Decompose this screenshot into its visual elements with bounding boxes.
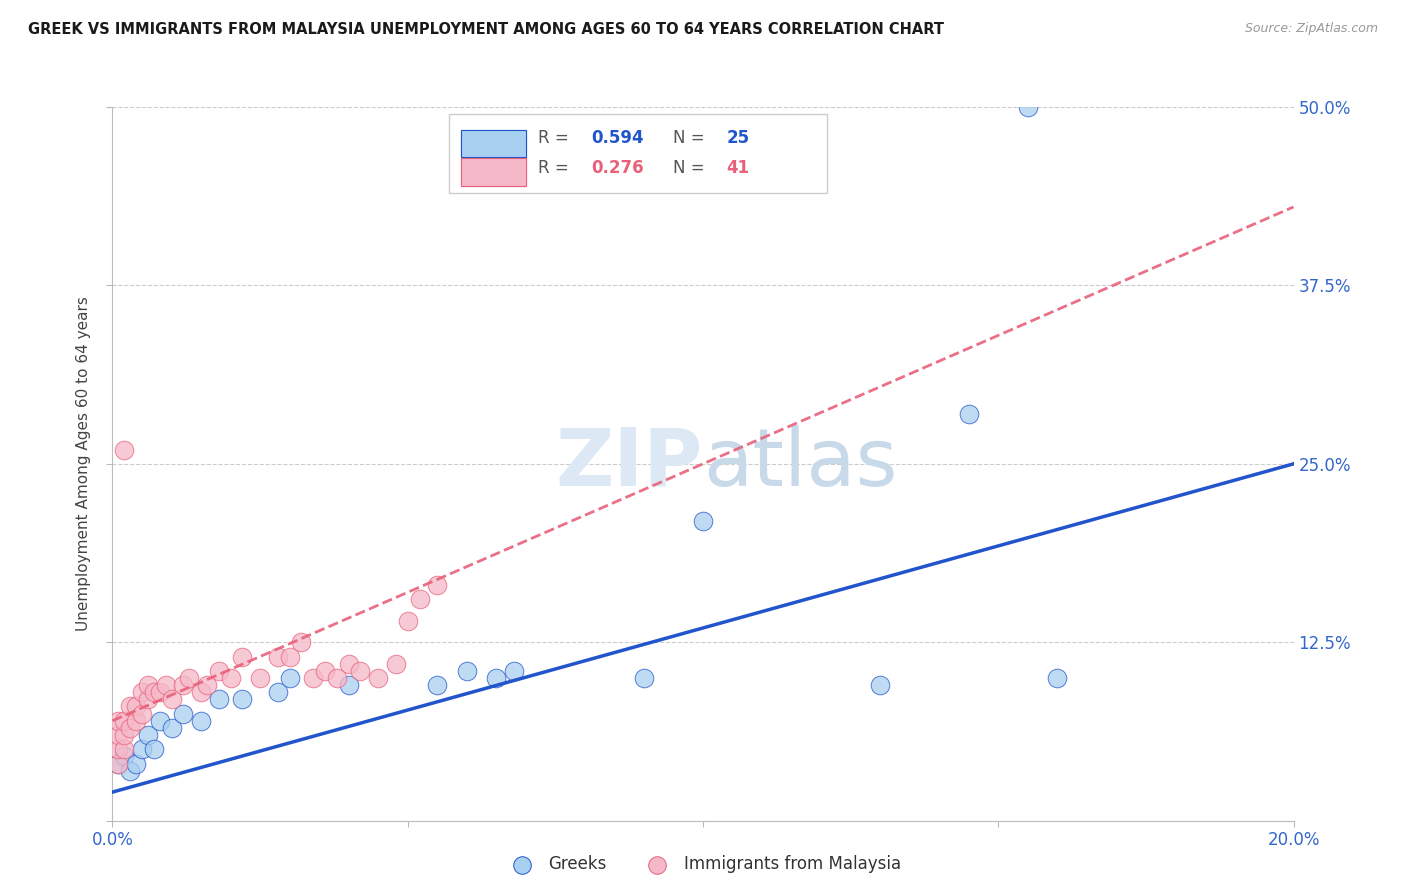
Point: [314, 664, 336, 678]
Point: [190, 685, 212, 699]
Point: [195, 678, 218, 692]
Point: [160, 721, 183, 735]
Point: [112, 728, 135, 742]
Legend: Greeks, Immigrants from Malaysia: Greeks, Immigrants from Malaysia: [499, 849, 907, 880]
Point: [219, 671, 242, 685]
Point: [107, 728, 129, 742]
Text: 0.276: 0.276: [591, 159, 644, 177]
Point: [692, 514, 714, 528]
Point: [190, 714, 212, 728]
Y-axis label: Unemployment Among Ages 60 to 64 years: Unemployment Among Ages 60 to 64 years: [76, 296, 91, 632]
Point: [456, 664, 478, 678]
Point: [267, 685, 290, 699]
Text: N =: N =: [673, 128, 710, 146]
Point: [131, 742, 153, 756]
Point: [231, 692, 253, 706]
Point: [485, 671, 508, 685]
Text: atlas: atlas: [703, 425, 897, 503]
Point: [633, 671, 655, 685]
Point: [112, 714, 135, 728]
Text: R =: R =: [537, 159, 574, 177]
Point: [125, 714, 148, 728]
Point: [349, 664, 371, 678]
Point: [112, 742, 135, 756]
Point: [426, 578, 449, 592]
FancyBboxPatch shape: [461, 159, 526, 186]
Point: [957, 407, 980, 421]
FancyBboxPatch shape: [461, 130, 526, 157]
Point: [396, 614, 419, 628]
Point: [131, 706, 153, 721]
Text: Source: ZipAtlas.com: Source: ZipAtlas.com: [1244, 22, 1378, 36]
Point: [107, 742, 129, 756]
Point: [107, 756, 129, 771]
Text: 0.594: 0.594: [591, 128, 644, 146]
Text: N =: N =: [673, 159, 710, 177]
Point: [1017, 100, 1039, 114]
Point: [112, 442, 135, 457]
Point: [120, 721, 142, 735]
Point: [278, 649, 301, 664]
Point: [142, 685, 165, 699]
Point: [179, 671, 201, 685]
Point: [149, 685, 172, 699]
Point: [155, 678, 177, 692]
Point: [278, 671, 301, 685]
Point: [149, 714, 172, 728]
Text: 41: 41: [727, 159, 749, 177]
Point: [290, 635, 312, 649]
Point: [172, 678, 194, 692]
Point: [136, 728, 159, 742]
Point: [107, 756, 129, 771]
Text: ZIP: ZIP: [555, 425, 703, 503]
FancyBboxPatch shape: [449, 114, 827, 193]
Point: [1046, 671, 1069, 685]
Point: [326, 671, 349, 685]
Point: [408, 592, 430, 607]
Point: [231, 649, 253, 664]
Point: [208, 664, 231, 678]
Point: [131, 685, 153, 699]
Point: [426, 678, 449, 692]
Point: [249, 671, 271, 685]
Point: [172, 706, 194, 721]
Point: [136, 678, 159, 692]
Point: [208, 692, 231, 706]
Point: [160, 692, 183, 706]
Point: [125, 699, 148, 714]
Text: R =: R =: [537, 128, 574, 146]
Text: GREEK VS IMMIGRANTS FROM MALAYSIA UNEMPLOYMENT AMONG AGES 60 TO 64 YEARS CORRELA: GREEK VS IMMIGRANTS FROM MALAYSIA UNEMPL…: [28, 22, 943, 37]
Point: [503, 664, 526, 678]
Point: [125, 756, 148, 771]
Point: [107, 714, 129, 728]
Point: [267, 649, 290, 664]
Point: [136, 692, 159, 706]
Point: [385, 657, 408, 671]
Point: [120, 699, 142, 714]
Point: [337, 678, 360, 692]
Point: [112, 749, 135, 764]
Point: [869, 678, 891, 692]
Point: [120, 764, 142, 778]
Point: [337, 657, 360, 671]
Point: [142, 742, 165, 756]
Point: [302, 671, 325, 685]
Text: 25: 25: [727, 128, 749, 146]
Point: [367, 671, 389, 685]
